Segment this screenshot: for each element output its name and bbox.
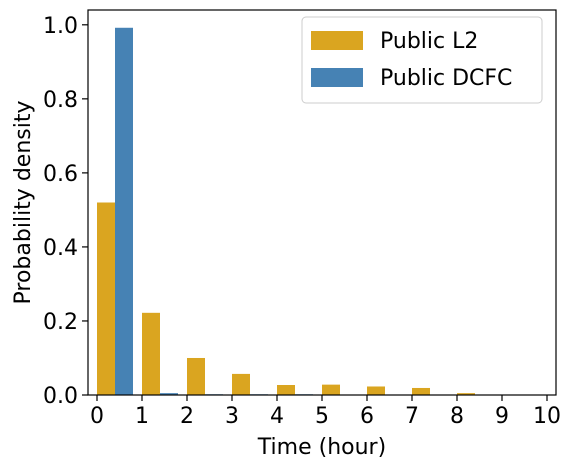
x-tick-label: 5	[315, 404, 329, 429]
y-tick-label: 0.8	[43, 88, 78, 113]
legend-label-public-l2: Public L2	[380, 29, 478, 54]
plot-frame	[87, 9, 557, 396]
y-tick-label: 0.4	[43, 236, 78, 261]
x-tick-label: 1	[135, 404, 149, 429]
y-ticks: 0.0 0.2 0.4 0.6 0.8 1.0	[43, 14, 88, 409]
y-tick-label: 0.2	[43, 310, 78, 335]
bar-public-l2-4	[277, 385, 295, 395]
x-tick-label: 10	[533, 404, 561, 429]
legend-swatch-public-dcfc	[311, 68, 363, 87]
x-tick-label: 2	[180, 404, 194, 429]
x-tick-label: 9	[495, 404, 509, 429]
x-tick-label: 3	[225, 404, 239, 429]
y-tick-label: 1.0	[43, 14, 78, 39]
bars-group	[97, 27, 475, 396]
x-tick-label: 4	[270, 404, 284, 429]
bar-public-l2-6	[367, 386, 385, 395]
y-tick-label: 0.0	[43, 384, 78, 409]
legend-label-public-dcfc: Public DCFC	[380, 66, 512, 91]
x-ticks: 0 1 2 3 4 5 6 7 8 9 10	[90, 395, 561, 429]
legend: Public L2 Public DCFC	[301, 16, 543, 104]
y-axis-label: Probability density	[11, 101, 36, 305]
x-tick-label: 6	[360, 404, 374, 429]
bar-public-dcfc-0	[115, 27, 133, 396]
bar-public-l2-3	[232, 373, 250, 395]
legend-swatch-public-l2	[311, 31, 363, 50]
x-tick-label: 7	[405, 404, 419, 429]
x-axis-label: Time (hour)	[257, 435, 386, 460]
x-tick-label: 8	[450, 404, 464, 429]
bar-public-l2-0	[97, 202, 115, 395]
y-tick-label: 0.6	[43, 162, 78, 187]
bar-public-dcfc-1	[160, 393, 178, 395]
bar-public-l2-5	[322, 384, 340, 395]
bar-public-l2-2	[187, 357, 205, 395]
bar-public-l2-8	[457, 393, 475, 395]
x-tick-label: 0	[90, 404, 104, 429]
bar-public-l2-1	[142, 312, 160, 395]
bar-public-l2-7	[412, 387, 430, 395]
